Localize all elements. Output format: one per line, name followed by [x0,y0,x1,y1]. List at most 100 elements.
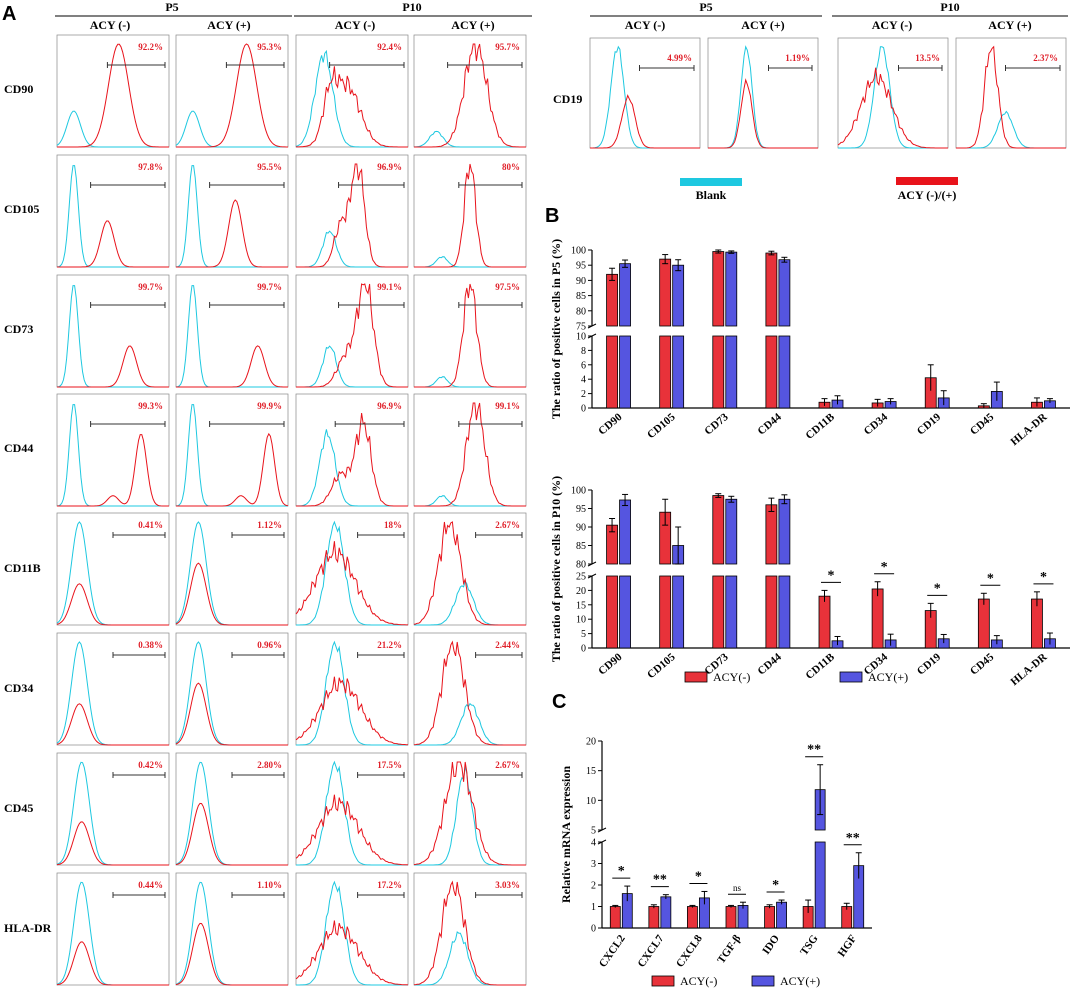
histogram-r1-c3: 80% [413,154,527,268]
y-tick-label: 95 [576,504,586,515]
legend-label-acy: ACY (-)/(+) [898,188,957,202]
bar-hgf-neg [841,902,853,929]
bar-rect-lower [765,575,778,649]
histogram-frame [295,34,409,148]
bar-cd90-neg [606,267,618,409]
bar-cd19-neg [924,602,937,649]
cond-label-p5-pos: ACY (+) [207,18,250,32]
histogram-r6-c3: 2.67% [413,752,527,866]
bar-rect-lower [712,575,725,649]
y-tick-label: 6 [581,360,586,371]
gate-percentage: 99.7% [138,282,163,292]
cd19-histogram-c3: 2.37% [955,37,1067,149]
histogram-frame [56,872,170,986]
histogram-frame [175,34,289,148]
histogram-sample-curve [57,43,169,148]
y-tick-label: 1 [591,902,596,913]
category-label: HGF [836,933,860,960]
histogram-frame [175,872,289,986]
category-label: HLA-DR [1008,410,1050,448]
bar-rect-lower [606,575,618,649]
histogram-sample-curve [175,562,288,626]
gate-percentage: 99.3% [138,401,163,411]
histogram-r4-c1: 1.12% [175,512,289,626]
histogram-r1-c0: 97.8% [56,154,170,268]
histogram-sample-curve [57,220,169,268]
gate-percentage: 97.8% [138,162,163,172]
legend-swatch-blank [680,178,742,186]
bar-rect [648,906,660,929]
y-tick-label: 5 [591,826,596,837]
bar-rect-upper [725,498,738,565]
bar-cd73-neg [712,493,725,649]
bar-rect [687,906,698,929]
gate-percentage: 95.5% [257,162,282,172]
histogram-r6-c2: 17.5% [295,752,409,866]
gate-percentage: 0.96% [257,640,282,650]
bar-rect-upper [725,251,738,327]
cd19-group-p5: P5 [699,0,712,14]
bar-cxcl7-neg [648,904,660,929]
histogram-r7-c2: 17.2% [295,872,409,986]
cd19-histogram-c0: 4.99% [589,37,701,149]
bar-cd105-neg [659,254,672,409]
y-tick-label: 25 [576,572,586,583]
y-tick-label: 10 [576,615,586,626]
category-label: TSG [798,932,821,957]
bar-rect-lower [765,335,778,409]
histogram-sample-curve [295,541,408,626]
y-tick-label: 10 [586,796,596,807]
histogram-sample-curve [414,163,526,268]
bar-rect-upper [659,258,672,327]
bar-cd105-neg [659,498,672,649]
marker-label-cd45: CD45 [4,801,33,815]
histogram-r6-c1: 2.80% [175,752,289,866]
gate-percentage: 1.10% [257,880,282,890]
bar-tsg-neg [802,899,814,929]
histogram-sample-curve [176,432,289,507]
category-label: CD44 [756,651,785,678]
chart-mrna: 0 1 2 3 45 10 15 20 Relative mRNA expression CXCL… [559,737,872,970]
gate-percentage: 13.5% [915,53,940,63]
histogram-blank-curve [296,880,408,986]
marker-label-cd11b: CD11B [4,561,41,575]
gate-percentage: 3.03% [495,880,520,890]
legend-label-blank: Blank [696,188,727,202]
histogram-r5-c0: 0.38% [56,632,170,746]
bar-cd11b-neg [818,398,831,409]
legend-swatch-acy [896,177,958,185]
y-tick-label: 20 [576,586,586,597]
legend-c-label-neg: ACY(-) [680,974,717,988]
y-tick-label: 0 [581,644,586,655]
bar-rect-lower [672,575,685,649]
legend-b-swatch-pos [839,671,863,683]
bar-rect-lower [659,335,672,409]
legend-b-swatch-neg [684,671,708,683]
gate-percentage: 2.44% [495,640,520,650]
significance-label: ** [653,873,667,888]
bar-rect-upper [619,499,631,565]
histogram-sample-curve [413,880,526,986]
histogram-sample-curve [590,94,700,149]
legend-b-label-pos: ACY(+) [868,670,908,684]
histogram-sample-curve [413,761,526,866]
bar-cd11b-pos [831,635,844,649]
bar-rect [871,588,884,649]
gate-percentage: 97.5% [495,282,520,292]
histogram-r4-c2: 18% [295,512,409,626]
histogram-sample-curve [296,283,408,388]
histogram-sample-curve [296,163,408,268]
bar-rect-upper [765,504,778,565]
bar-rect-lower [672,335,685,409]
histogram-grid: 92.2% 95.3% 92.4% 95.7% 97.8% 95.5% 96.9% 80% 99… [56,34,527,986]
histogram-sample-curve [176,43,288,148]
significance-label: * [934,581,941,596]
bar-ido-pos [776,899,787,929]
bar-rect-lower [619,335,631,409]
gate-percentage: 99.1% [377,282,402,292]
gate-percentage: 99.1% [495,401,520,411]
gate-percentage: 4.99% [667,53,692,63]
gate-percentage: 2.67% [495,520,520,530]
cond-label-p5-neg: ACY (-) [90,18,131,32]
